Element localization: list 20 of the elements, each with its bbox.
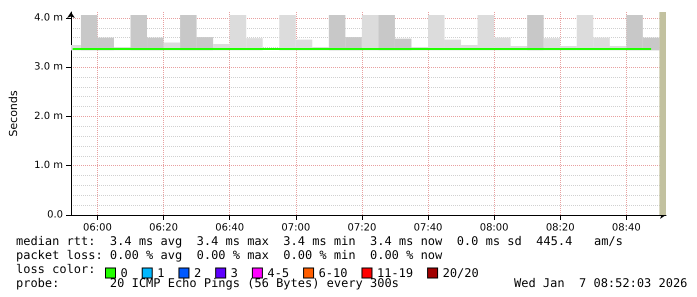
text: packet loss: 0.00 % avg 0.00 % max 0.00 % min 0.00 % now [16, 248, 444, 262]
y-tick-label: 1.0 m [34, 160, 63, 172]
text: Wed Jan 7 08:52:03 2026 [514, 276, 688, 290]
x-tick-label: 07:20 [347, 222, 376, 234]
y-tick-label: 3.0 m [34, 62, 63, 73]
y-tick-label: 4.0 m [34, 12, 63, 24]
x-tick-label: 08:20 [546, 222, 575, 234]
x-tick-label: 07:00 [281, 222, 310, 234]
y-tick-label: 2.0 m [34, 110, 63, 122]
x-tick-label: 06:40 [215, 222, 244, 234]
legend-title: loss color: [16, 262, 96, 276]
text: median rtt: 3.4 ms avg 3.4 ms max 3.4 ms min 3.4 ms now 0.0 ms sd 445.4 am/s [16, 234, 623, 248]
legend-label: 20/20 [442, 266, 479, 280]
x-tick-label: 06:00 [83, 222, 112, 234]
x-tick-label: 08:00 [480, 222, 509, 234]
y-axis-title: Seconds [7, 90, 20, 137]
x-tick-label: 06:20 [149, 222, 178, 234]
x-tick-label: 08:40 [612, 222, 641, 234]
y-tick-label: 0.0 [47, 210, 63, 220]
x-tick-label: 07:40 [414, 222, 442, 234]
